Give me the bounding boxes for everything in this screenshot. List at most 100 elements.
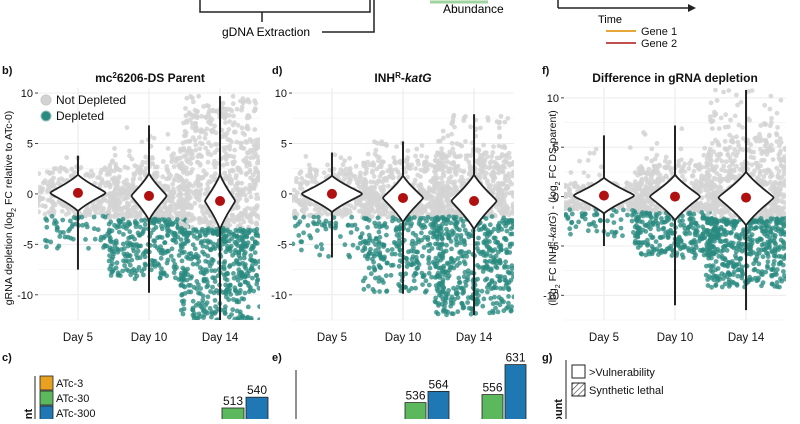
not-depleted-point [243, 193, 248, 198]
not-depleted-point [433, 176, 438, 181]
not-depleted-point [127, 208, 132, 213]
depleted-point [413, 286, 418, 291]
not-depleted-point [415, 158, 420, 163]
y-tick-label: -5 [277, 239, 287, 251]
not-depleted-point [376, 179, 381, 184]
not-depleted-point [573, 181, 578, 186]
not-depleted-point [441, 129, 446, 134]
depleted-point [476, 236, 481, 241]
depleted-point [251, 289, 256, 294]
depleted-point [492, 227, 497, 232]
depleted-point [225, 247, 230, 252]
not-depleted-point [660, 178, 665, 183]
not-depleted-point [490, 150, 495, 155]
gene-legend-label: Gene 2 [641, 38, 677, 50]
depleted-point [395, 225, 400, 230]
depleted-point [498, 260, 503, 265]
depleted-point [444, 243, 449, 248]
depleted-point [390, 247, 395, 252]
not-depleted-point [138, 176, 143, 181]
not-depleted-point [236, 123, 241, 128]
depleted-point [606, 232, 611, 237]
depleted-point [397, 244, 402, 249]
not-depleted-point [391, 155, 396, 160]
depleted-point [364, 217, 369, 222]
depleted-point [314, 244, 319, 249]
y-axis-label-part: FC DS-parent) [547, 110, 559, 181]
y-axis-label: (log2 FC INHR-katG) - (log2 FC DS-parent… [547, 110, 562, 306]
depleted-point [206, 294, 211, 299]
not-depleted-point [676, 162, 681, 167]
depleted-point [475, 298, 480, 303]
depleted-point [319, 242, 324, 247]
depleted-point [587, 222, 592, 227]
depleted-point [250, 276, 255, 281]
not-depleted-point [371, 198, 376, 203]
depleted-point [141, 273, 146, 278]
not-depleted-point [180, 178, 185, 183]
depleted-point [434, 264, 439, 269]
depleted-point [475, 288, 480, 293]
not-depleted-point [381, 160, 386, 165]
y-axis-label-part: FC INH [547, 246, 559, 284]
not-depleted-point [634, 184, 639, 189]
not-depleted-point [206, 113, 211, 118]
not-depleted-point [497, 135, 502, 140]
not-depleted-point [102, 197, 107, 202]
depleted-point [363, 276, 368, 281]
not-depleted-point [54, 166, 59, 171]
not-depleted-point [249, 212, 254, 217]
not-depleted-point [239, 108, 244, 113]
depleted-point [225, 278, 230, 283]
depleted-point [433, 242, 438, 247]
depleted-point [186, 256, 191, 261]
depleted-point [137, 265, 142, 270]
not-depleted-point [256, 137, 261, 142]
not-depleted-point [437, 200, 442, 205]
not-depleted-point [487, 166, 492, 171]
depleted-point [494, 285, 499, 290]
depleted-point [485, 285, 490, 290]
not-depleted-point [236, 205, 241, 210]
not-depleted-point [365, 200, 370, 205]
depleted-point [366, 284, 371, 289]
depleted-point [43, 216, 48, 221]
not-depleted-point [115, 213, 120, 218]
depleted-point [367, 251, 372, 256]
not-depleted-point [485, 115, 490, 120]
not-depleted-point [467, 160, 472, 165]
not-depleted-point [188, 161, 193, 166]
not-depleted-point [132, 163, 137, 168]
depleted-point [574, 224, 579, 229]
depleted-point [454, 239, 459, 244]
depleted-point [124, 259, 129, 264]
not-depleted-point [190, 96, 195, 101]
depleted-point [461, 223, 466, 228]
depleted-point [512, 295, 517, 300]
x-tick-label: Day 14 [456, 332, 493, 344]
median-point [215, 196, 225, 206]
not-depleted-point [362, 161, 367, 166]
not-depleted-point [121, 197, 126, 202]
depleted-point [117, 230, 122, 235]
not-depleted-point [198, 182, 203, 187]
not-depleted-point [187, 181, 192, 186]
depleted-point [203, 303, 208, 308]
not-depleted-point [197, 146, 202, 151]
depleted-point [480, 304, 485, 309]
not-depleted-point [452, 180, 457, 185]
depleted-point [384, 233, 389, 238]
panel-title: Difference in gRNA depletion [592, 71, 758, 85]
depleted-point [170, 238, 175, 243]
not-depleted-point [456, 164, 461, 169]
not-depleted-point [563, 193, 568, 198]
not-depleted-point [496, 171, 501, 176]
depleted-point [115, 260, 120, 265]
depleted-point [121, 242, 126, 247]
not-depleted-point [339, 167, 344, 172]
depleted-point [501, 286, 506, 291]
depleted-point [222, 261, 227, 266]
not-depleted-point [204, 187, 209, 192]
depleted-point [488, 254, 493, 259]
not-depleted-point [248, 195, 253, 200]
